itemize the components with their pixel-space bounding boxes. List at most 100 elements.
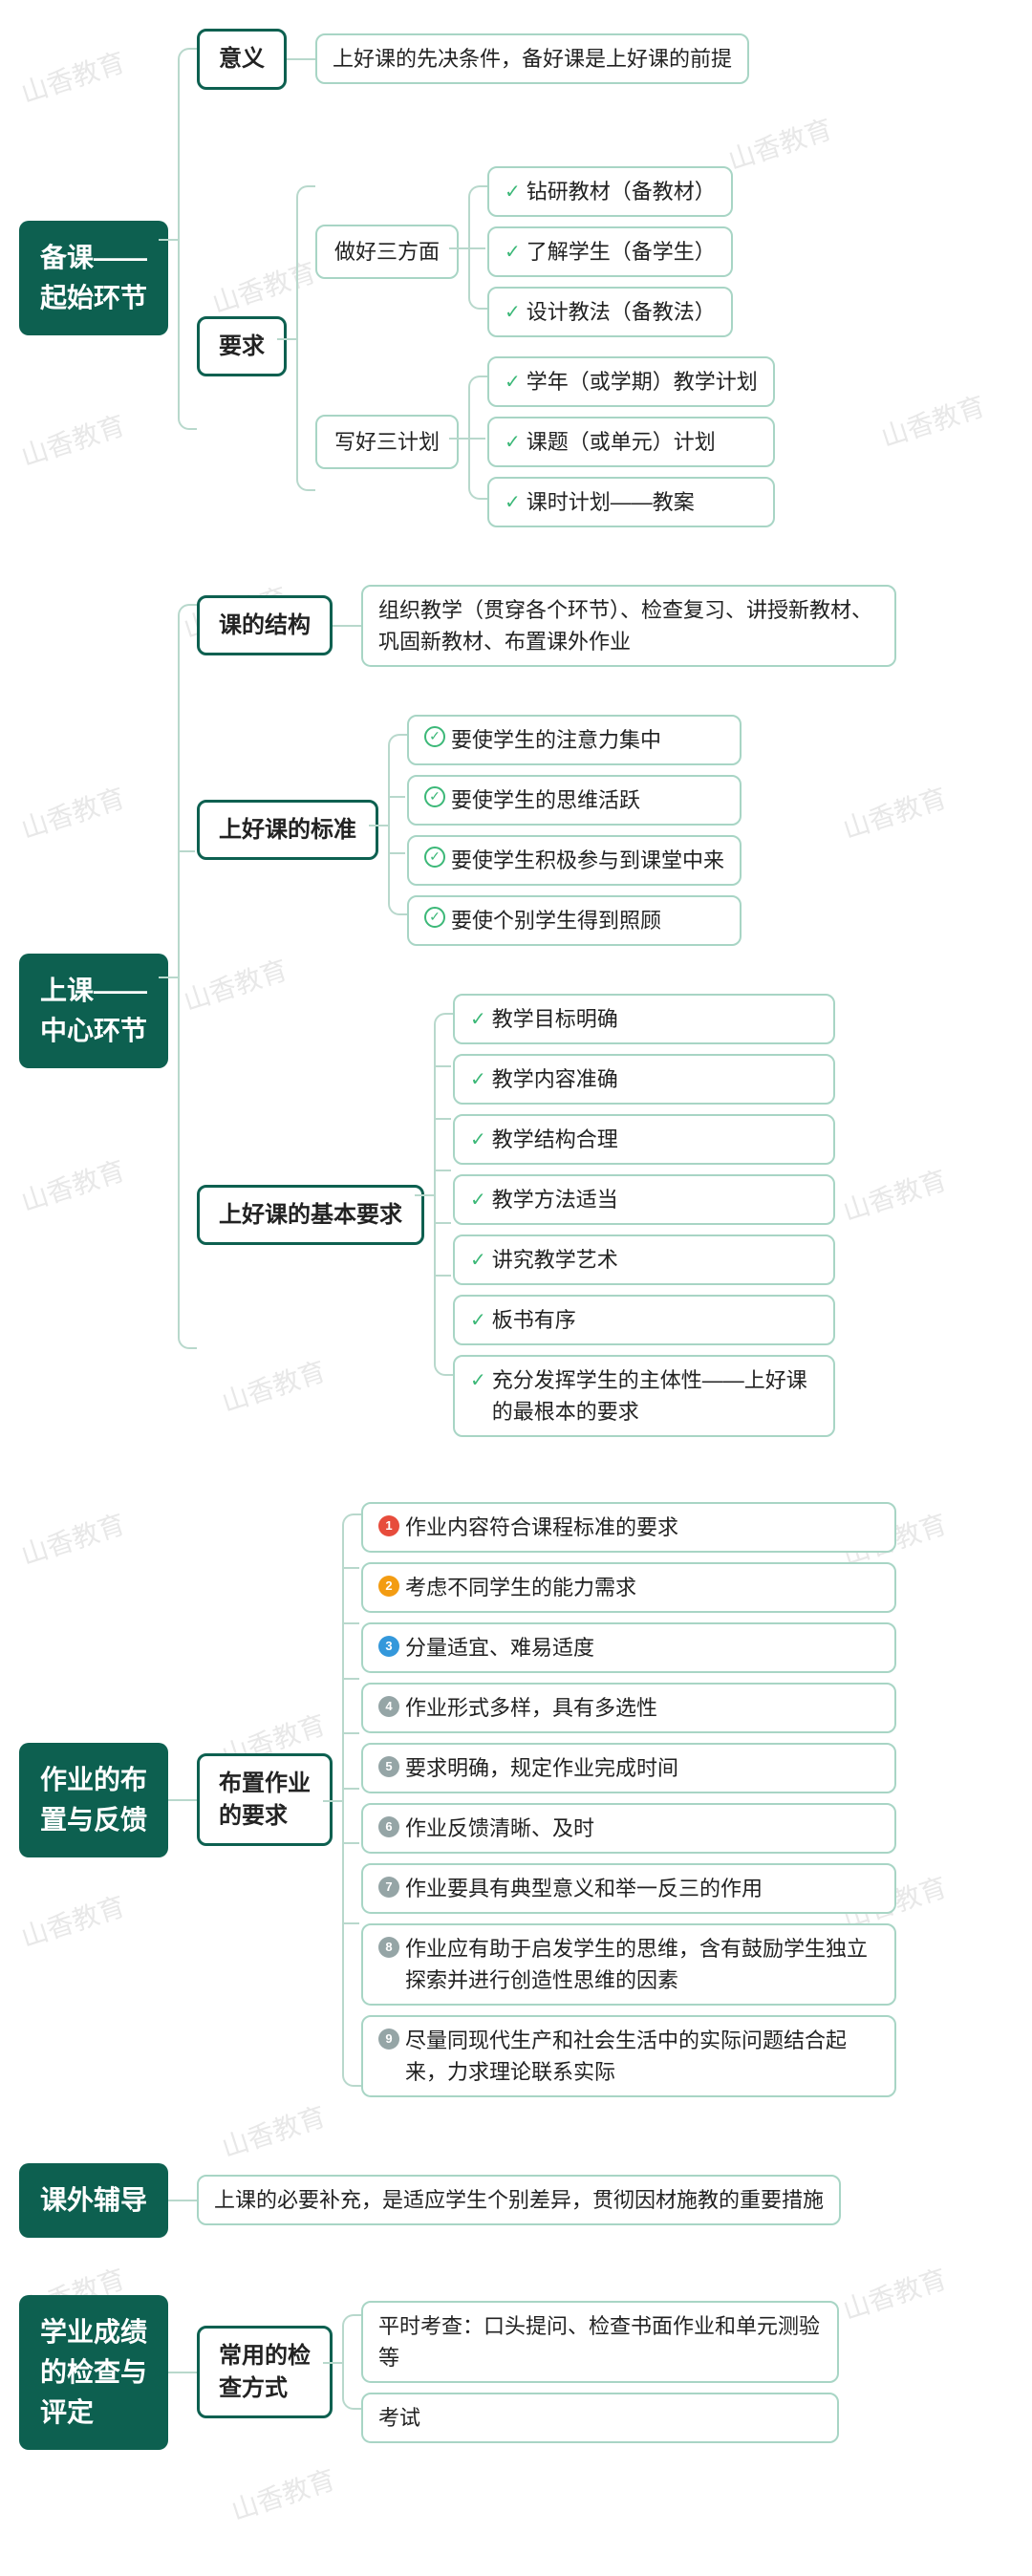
leaf-yiyi: 上好课的先决条件，备好课是上好课的前提 [315, 33, 749, 84]
node-yaoqiu: 要求 [197, 316, 287, 377]
check-icon: ✓ [505, 428, 521, 457]
root-beike: 备课—— 起始环节 [19, 221, 168, 335]
check-icon: ✓ [505, 368, 521, 397]
check-circle-icon: ✓ [424, 726, 445, 747]
leaf-item: ✓教学方法适当 [453, 1174, 835, 1225]
leaf-text: 分量适宜、难易适度 [405, 1632, 594, 1664]
node-sanfangmian: 做好三方面 [315, 225, 459, 279]
node-yiyi: 意义 [197, 29, 287, 90]
leaf-text: 考虑不同学生的能力需求 [405, 1572, 636, 1603]
leaf-text: 板书有序 [492, 1304, 576, 1336]
leaf-item: 6 作业反馈清晰、及时 [361, 1803, 896, 1854]
check-circle-icon: ✓ [424, 847, 445, 868]
leaf-item: ✓教学目标明确 [453, 994, 835, 1044]
leaf-item: 9 尽量同现代生产和社会生活中的实际问题结合起来，力求理论联系实际 [361, 2015, 896, 2097]
leaf-item: 7 作业要具有典型意义和举一反三的作用 [361, 1863, 896, 1914]
number-badge-icon: 2 [378, 1576, 399, 1597]
leaf-item: ✓讲究教学艺术 [453, 1234, 835, 1285]
leaf-text: 了解学生（备学生） [527, 236, 716, 268]
leaf-item: 3 分量适宜、难易适度 [361, 1622, 896, 1673]
number-badge-icon: 6 [378, 1816, 399, 1837]
leaf-item: ✓课时计划——教案 [487, 477, 775, 527]
branch-yiyi: 意义 上好课的先决条件，备好课是上好课的前提 [197, 29, 775, 90]
number-badge-icon: 9 [378, 2029, 399, 2050]
node-biaozhun: 上好课的标准 [197, 800, 378, 861]
leaf-item: 4 作业形式多样，具有多选性 [361, 1683, 896, 1733]
number-badge-icon: 8 [378, 1937, 399, 1958]
root-zuoye: 作业的布 置与反馈 [19, 1743, 168, 1857]
leaf-text: 要使学生积极参与到课堂中来 [451, 845, 724, 876]
leaf-text: 作业要具有典型意义和举一反三的作用 [405, 1873, 763, 1904]
leaf-item: 2 考虑不同学生的能力需求 [361, 1562, 896, 1613]
node-sanjihua: 写好三计划 [315, 415, 459, 469]
leaf-text: 组织教学（贯穿各个环节）、检查复习、讲授新教材、巩固新教材、布置课外作业 [378, 594, 879, 657]
branch-yaoqiu: 要求 做好三方面 ✓钻研教材（备教材） ✓了解学生（备学生） ✓设计教法（备教法… [197, 166, 775, 527]
check-icon: ✓ [470, 1126, 486, 1154]
mindmap-root: 备课—— 起始环节 意义 上好课的先决条件，备好课是上好课的前提 要求 做好三方… [19, 29, 1013, 2450]
leaf-item: ✓设计教法（备教法） [487, 287, 733, 337]
leaf-text: 尽量同现代生产和社会生活中的实际问题结合起来，力求理论联系实际 [405, 2025, 879, 2088]
leaf-text: 考试 [378, 2402, 420, 2434]
node-jibenyaoqiu: 上好课的基本要求 [197, 1185, 424, 1246]
branch-biaozhun: 上好课的标准 ✓ 要使学生的注意力集中 ✓要使学生的思维活跃 ✓ 要使学生积极参与到… [197, 715, 896, 946]
leaf-item: ✓教学结构合理 [453, 1114, 835, 1165]
leaf-item: ✓钻研教材（备教材） [487, 166, 733, 217]
root-kewai: 课外辅导 [19, 2163, 168, 2238]
leaf-text: 要使学生的注意力集中 [451, 724, 661, 756]
leaf-item: ✓ 要使学生积极参与到课堂中来 [407, 835, 742, 886]
number-badge-icon: 1 [378, 1515, 399, 1536]
branch-jiegou: 课的结构 组织教学（贯穿各个环节）、检查复习、讲授新教材、巩固新教材、布置课外作… [197, 585, 896, 667]
leaf-item: ✓学年（或学期）教学计划 [487, 356, 775, 407]
leaf-item: ✓板书有序 [453, 1295, 835, 1345]
leaf-item: 8 作业应有助于启发学生的思维，含有鼓励学生独立探索并进行创造性思维的因素 [361, 1923, 896, 2006]
leaf-text: 设计教法（备教法） [527, 296, 716, 328]
leaf-text: 教学方法适当 [492, 1184, 618, 1215]
leaf-text: 上好课的先决条件，备好课是上好课的前提 [333, 43, 732, 75]
leaf-item: ✓要使个别学生得到照顾 [407, 895, 742, 946]
number-badge-icon: 4 [378, 1696, 399, 1717]
check-icon: ✓ [505, 298, 521, 327]
section-kewai: 课外辅导 上课的必要补充，是适应学生个别差异，贯彻因材施教的重要措施 [19, 2163, 1013, 2238]
check-icon: ✓ [470, 1065, 486, 1094]
leaf-item: 5 要求明确，规定作业完成时间 [361, 1743, 896, 1793]
leaf-item: 1 作业内容符合课程标准的要求 [361, 1502, 896, 1553]
leaf-text: 作业内容符合课程标准的要求 [405, 1512, 678, 1543]
leaf-text: 作业形式多样，具有多选性 [405, 1692, 657, 1724]
check-icon: ✓ [505, 488, 521, 517]
leaf-text: 要使个别学生得到照顾 [451, 905, 661, 936]
leaf-item: ✓了解学生（备学生） [487, 226, 733, 277]
leaf-item: ✓教学内容准确 [453, 1054, 835, 1105]
check-icon: ✓ [505, 238, 521, 267]
check-icon: ✓ [470, 1306, 486, 1335]
branch-jibenyaoqiu: 上好课的基本要求 ✓教学目标明确 ✓教学内容准确 ✓教学结构合理 ✓教学方法适当… [197, 994, 896, 1437]
section-xueye: 学业成绩 的检查与 评定 常用的检 查方式 平时考查：口头提问、检查书面作业和单… [19, 2295, 1013, 2450]
leaf-text: 讲究教学艺术 [492, 1244, 618, 1276]
number-badge-icon: 3 [378, 1636, 399, 1657]
leaf-text: 要求明确，规定作业完成时间 [405, 1752, 678, 1784]
zuoye-items-list: 1 作业内容符合课程标准的要求 2 考虑不同学生的能力需求 3 分量适宜、难易适度 4 作业形… [361, 1502, 896, 2097]
number-badge-icon: 7 [378, 1877, 399, 1898]
check-icon: ✓ [470, 1366, 486, 1395]
leaf-kewai: 上课的必要补充，是适应学生个别差异，贯彻因材施教的重要措施 [197, 2175, 841, 2225]
node-jiancha: 常用的检 查方式 [197, 2326, 333, 2418]
leaf-item: ✓要使学生的思维活跃 [407, 775, 742, 826]
node-buzhiyaoqiu: 布置作业 的要求 [197, 1753, 333, 1846]
leaf-text: 教学结构合理 [492, 1124, 618, 1155]
leaf-text: 钻研教材（备教材） [527, 176, 716, 207]
root-xueye: 学业成绩 的检查与 评定 [19, 2295, 168, 2450]
leaf-text: 教学内容准确 [492, 1063, 618, 1095]
leaf-jiegou: 组织教学（贯穿各个环节）、检查复习、讲授新教材、巩固新教材、布置课外作业 [361, 585, 896, 667]
check-icon: ✓ [470, 1246, 486, 1275]
leaf-text: 作业反馈清晰、及时 [405, 1813, 594, 1844]
leaf-text: 作业应有助于启发学生的思维，含有鼓励学生独立探索并进行创造性思维的因素 [405, 1933, 879, 1996]
watermark: 山香教育 [226, 2459, 340, 2529]
number-badge-icon: 5 [378, 1756, 399, 1777]
check-icon: ✓ [505, 178, 521, 206]
leaf-item: ✓充分发挥学生的主体性——上好课的最根本的要求 [453, 1355, 835, 1437]
leaf-text: 上课的必要补充，是适应学生个别差异，贯彻因材施教的重要措施 [214, 2184, 824, 2216]
section-beike: 备课—— 起始环节 意义 上好课的先决条件，备好课是上好课的前提 要求 做好三方… [19, 29, 1013, 527]
node-jiegou: 课的结构 [197, 595, 333, 656]
section-shangke: 上课—— 中心环节 课的结构 组织教学（贯穿各个环节）、检查复习、讲授新教材、巩… [19, 585, 1013, 1437]
leaf-text: 教学目标明确 [492, 1003, 618, 1035]
leaf-text: 要使学生的思维活跃 [451, 784, 640, 816]
